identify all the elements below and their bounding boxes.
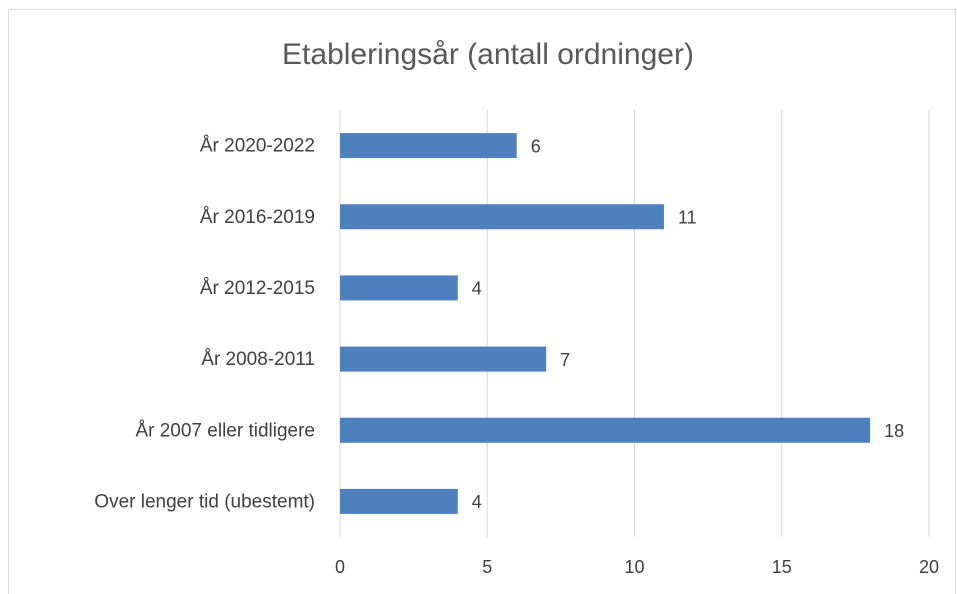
bar [340,488,458,514]
y-tick-label: År 2020-2022 [200,136,315,157]
y-tick-label: År 2016-2019 [200,207,315,228]
bar [340,275,458,301]
data-label: 4 [472,279,482,299]
y-tick-label: År 2012-2015 [200,278,315,299]
data-label: 18 [884,421,904,441]
data-label: 11 [678,208,697,228]
y-tick-label: Over lenger tid (ubestemt) [94,491,315,512]
bar [340,133,517,159]
bar [340,346,547,372]
data-label: 6 [531,136,541,156]
bar [340,204,664,230]
x-tick-label: 10 [624,557,644,577]
x-tick-label: 5 [482,557,492,577]
data-label: 4 [472,492,482,512]
x-tick-label: 20 [919,557,939,577]
y-tick-label: År 2007 eller tidligere [135,420,315,441]
x-tick-label: 0 [335,557,345,577]
y-tick-label: År 2008-2011 [201,349,315,370]
chart-border [8,9,956,594]
bar [340,417,871,443]
x-tick-label: 15 [772,557,792,577]
chart-title: Etableringsår (antall ordninger) [282,38,694,71]
data-label: 7 [560,350,570,370]
